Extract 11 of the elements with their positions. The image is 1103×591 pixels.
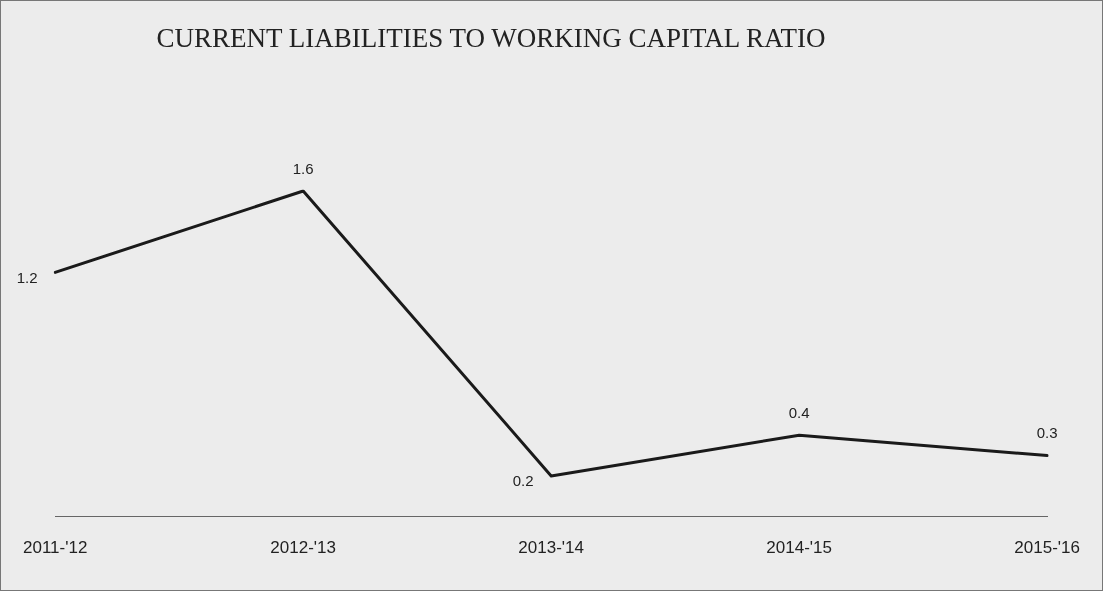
x-tick-label: 2015-'16 — [1014, 538, 1080, 558]
x-tick-label: 2011-'12 — [23, 538, 88, 558]
x-tick-label: 2012-'13 — [270, 538, 337, 558]
data-label: 0.4 — [788, 403, 810, 421]
chart-title: CURRENT LIABILITIES TO WORKING CAPITAL RATIO — [155, 22, 827, 55]
x-tick-label: 2013-'14 — [518, 538, 584, 558]
data-label: 1.6 — [292, 159, 314, 177]
data-label: 0.2 — [512, 472, 534, 490]
data-label: 0.3 — [1036, 424, 1058, 442]
x-tick-label: 2014-'15 — [766, 538, 832, 558]
data-label: 1.2 — [16, 268, 38, 286]
